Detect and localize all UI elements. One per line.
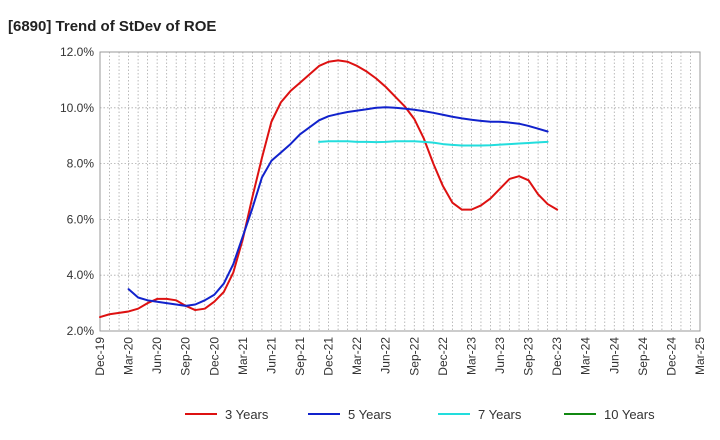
x-tick-label: Dec-20 — [207, 337, 221, 376]
series-line-3-years — [99, 59, 559, 319]
y-tick-label: 10.0% — [60, 101, 94, 115]
x-tick-label: Jun-24 — [607, 337, 621, 374]
x-tick-label: Mar-25 — [693, 337, 707, 375]
legend-label: 5 Years — [348, 407, 392, 422]
x-tick-label: Dec-21 — [322, 337, 336, 376]
legend-label: 3 Years — [225, 407, 269, 422]
x-tick-label: Mar-23 — [464, 337, 478, 375]
x-tick-label: Mar-22 — [350, 337, 364, 375]
x-axis-ticks: Dec-19 Mar-20 Jun-20 Sep-20 Dec-20 Mar-21 Jun-… — [93, 337, 707, 376]
legend: 3 Years 5 Years 7 Years 10 Years — [185, 407, 655, 422]
x-tick-label: Sep-24 — [636, 337, 650, 376]
y-tick-label: 8.0% — [67, 157, 95, 171]
y-tick-label: 6.0% — [67, 212, 95, 226]
y-tick-label: 4.0% — [67, 268, 95, 282]
x-tick-label: Jun-22 — [379, 337, 393, 374]
x-tick-label: Mar-24 — [579, 337, 593, 375]
x-tick-label: Sep-20 — [179, 337, 193, 376]
x-tick-label: Mar-21 — [236, 337, 250, 375]
x-tick-label: Dec-24 — [664, 337, 678, 376]
plot-grid — [100, 51, 700, 332]
x-tick-label: Dec-19 — [93, 337, 107, 376]
x-tick-label: Dec-22 — [436, 337, 450, 376]
x-tick-label: Mar-20 — [122, 337, 136, 375]
legend-label: 7 Years — [478, 407, 522, 422]
series-lines — [99, 59, 559, 319]
legend-label: 10 Years — [604, 407, 655, 422]
x-tick-label: Sep-21 — [293, 337, 307, 376]
x-tick-label: Jun-21 — [264, 337, 278, 374]
chart-title: [6890] Trend of StDev of ROE — [8, 18, 216, 35]
plot-area — [99, 51, 701, 332]
y-tick-label: 2.0% — [67, 324, 95, 338]
series-line-7-years — [318, 140, 549, 147]
x-tick-label: Sep-23 — [522, 337, 536, 376]
series-line-5-years — [127, 106, 549, 307]
x-tick-label: Sep-22 — [407, 337, 421, 376]
x-tick-label: Jun-23 — [493, 337, 507, 374]
y-tick-label: 12.0% — [60, 45, 94, 59]
x-tick-label: Dec-23 — [550, 337, 564, 376]
x-tick-label: Jun-20 — [150, 337, 164, 374]
y-axis-ticks: 2.0% 4.0% 6.0% 8.0% 10.0% 12.0% — [60, 45, 94, 338]
